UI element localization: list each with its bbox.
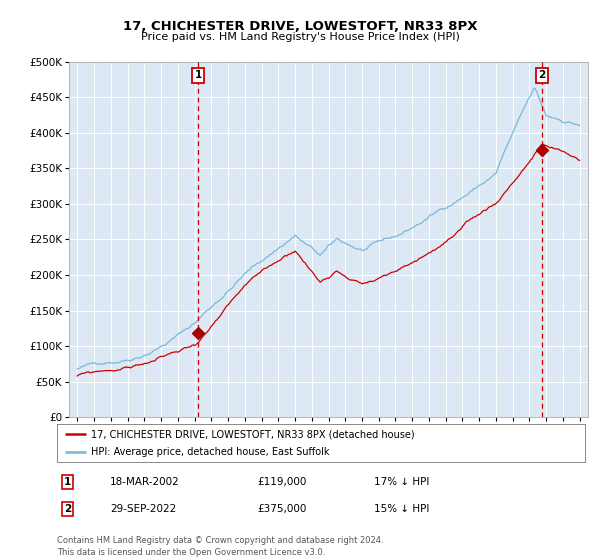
Text: 29-SEP-2022: 29-SEP-2022 (110, 504, 176, 514)
Text: 17, CHICHESTER DRIVE, LOWESTOFT, NR33 8PX: 17, CHICHESTER DRIVE, LOWESTOFT, NR33 8P… (123, 20, 477, 32)
Text: 17, CHICHESTER DRIVE, LOWESTOFT, NR33 8PX (detached house): 17, CHICHESTER DRIVE, LOWESTOFT, NR33 8P… (91, 429, 415, 439)
Text: 2: 2 (538, 70, 545, 80)
Text: HPI: Average price, detached house, East Suffolk: HPI: Average price, detached house, East… (91, 447, 330, 457)
Text: 17% ↓ HPI: 17% ↓ HPI (374, 477, 429, 487)
Text: 2: 2 (64, 504, 71, 514)
Text: 18-MAR-2002: 18-MAR-2002 (110, 477, 179, 487)
Text: 15% ↓ HPI: 15% ↓ HPI (374, 504, 429, 514)
Text: Contains HM Land Registry data © Crown copyright and database right 2024.
This d: Contains HM Land Registry data © Crown c… (57, 536, 383, 557)
Text: £119,000: £119,000 (257, 477, 307, 487)
Text: £375,000: £375,000 (257, 504, 307, 514)
Text: Price paid vs. HM Land Registry's House Price Index (HPI): Price paid vs. HM Land Registry's House … (140, 32, 460, 43)
Text: 1: 1 (64, 477, 71, 487)
Text: 1: 1 (194, 70, 202, 80)
